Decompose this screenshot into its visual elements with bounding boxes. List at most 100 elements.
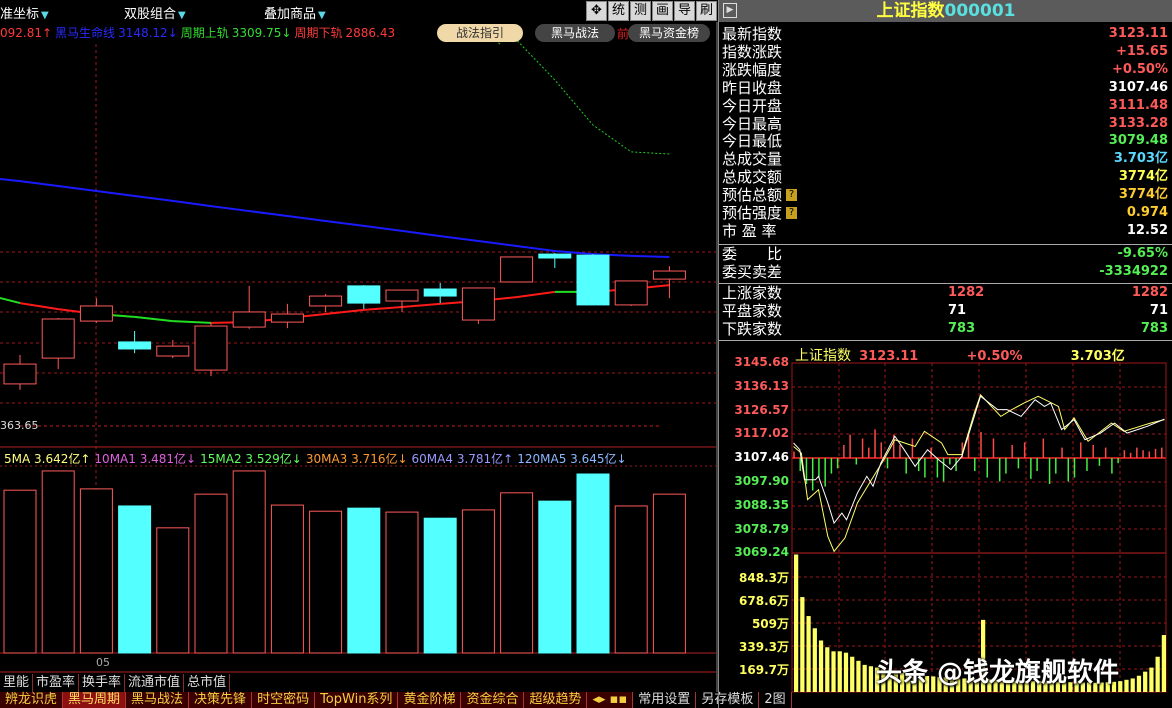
volume-bar <box>194 493 228 654</box>
mini-volume-bar <box>937 677 942 692</box>
row-label: 委买卖差 <box>722 262 783 281</box>
volume-bar <box>309 510 343 654</box>
stats-button[interactable]: 统 <box>608 1 629 21</box>
index-name: 上证指数 <box>876 1 945 21</box>
volume-bar <box>614 505 648 654</box>
row-label: 预估总额 <box>722 186 783 205</box>
breadth-row: 平盘家数 71 71 <box>722 302 1168 320</box>
support-line-segment <box>516 290 555 299</box>
indicator-tab[interactable]: 流通市值 <box>125 674 185 692</box>
mini-volume-bar <box>1093 682 1098 692</box>
row-mid-value: 71 <box>948 302 967 318</box>
row-label: 市 盈 率 <box>722 221 777 240</box>
indicator-legend: 092.81↑ 黑马生命线 3148.12↓ 周期上轨 3309.75↓ 周期下轨 2886… <box>0 24 718 42</box>
mini-volume-bar <box>1037 681 1042 692</box>
mini-volume-bar <box>1124 679 1129 692</box>
mini-volume-bar <box>1155 656 1160 692</box>
mini-volume-bar <box>800 597 805 692</box>
move-icon[interactable]: ✥ <box>586 1 607 21</box>
candle-body <box>118 341 152 350</box>
overlay-dropdown[interactable]: 叠加商品 ▼ <box>264 3 326 22</box>
mini-volume-bar <box>1030 681 1036 692</box>
strategy-tab[interactable]: 常用设置 <box>633 692 697 708</box>
dual-stock-dropdown[interactable]: 双股组合 ▼ <box>124 3 186 22</box>
row-value: 783 <box>1140 320 1168 336</box>
upper-band-name: 周期上轨 <box>180 26 229 40</box>
volume-ma-item: 10MA1 3.481亿↓ <box>94 452 197 466</box>
row-label: 指数涨跌 <box>722 42 783 61</box>
lifeline-value: 3148.12↓ <box>118 26 178 40</box>
help-icon[interactable]: ? <box>786 207 797 219</box>
export-button[interactable]: 导 <box>674 1 695 21</box>
mini-volume-bar <box>999 679 1004 692</box>
lower-band-value: 2886.43 <box>345 26 396 40</box>
row-value: 71 <box>1149 302 1168 318</box>
mini-volume-bar <box>1068 682 1073 692</box>
row-value: 3123.11 <box>1108 26 1168 41</box>
mini-volume-bar <box>987 679 992 692</box>
candle-body <box>385 289 419 302</box>
strategy-tab[interactable]: 黄金阶梯 <box>398 692 462 708</box>
mini-volume-bar <box>868 666 874 692</box>
volume-bar <box>232 470 266 654</box>
measure-button[interactable]: 测 <box>630 1 651 21</box>
mini-volume-bar <box>825 647 830 692</box>
row-value: 3079.48 <box>1108 133 1168 149</box>
strategy-tab[interactable]: 2图 <box>759 692 792 708</box>
row-label: 涨跌幅度 <box>722 60 783 79</box>
collapse-panel-icon[interactable]: ▶ <box>723 3 737 18</box>
refresh-button[interactable]: 刷 <box>696 1 717 21</box>
front-label[interactable]: 前 <box>617 27 630 41</box>
row-label: 上涨家数 <box>722 284 783 302</box>
strategy-tab[interactable]: ◂▸ ▪▪ <box>587 692 634 708</box>
strategy-tabs: 辨龙识虎 黑马周期 黑马战法 决策先锋 时空密码 TopWin系列 黄金阶梯 资金综合 超级趋势… <box>0 692 792 708</box>
upper-band-line <box>478 27 670 155</box>
candle-body <box>538 253 572 259</box>
row-label: 今日最高 <box>722 114 783 133</box>
strategy-tab[interactable]: 黑马战法 <box>126 692 190 708</box>
volume-bar <box>3 489 37 654</box>
draw-button[interactable]: 画 <box>652 1 673 21</box>
strategy-tab[interactable]: 时空密码 <box>252 692 316 708</box>
volume-bar <box>652 493 686 654</box>
strategy-tab[interactable]: 黑马周期 <box>63 692 127 708</box>
mini-volume-bar <box>968 678 973 692</box>
mini-volume-bar <box>862 664 867 692</box>
indicator-tab[interactable]: 市盈率 <box>33 674 80 692</box>
volume-tick: 678.6万 <box>739 594 789 608</box>
mini-volume-bar <box>1062 681 1067 692</box>
indicator-tab[interactable]: 换手率 <box>79 674 126 692</box>
row-value: 12.52 <box>1126 222 1168 238</box>
lower-band-name: 周期下轨 <box>294 26 343 40</box>
quote-row: 预估强度? 0.974 <box>722 204 1168 222</box>
heima-strategy-button[interactable]: 黑马战法 <box>535 24 615 42</box>
row-label: 最新指数 <box>722 25 783 43</box>
support-line-segment <box>325 308 364 316</box>
strategy-tab[interactable]: 另存模板 <box>696 692 760 708</box>
volume-bar <box>270 504 304 654</box>
strategy-tab[interactable]: TopWin系列 <box>315 692 399 708</box>
strategy-tab[interactable]: 超级趋势 <box>524 692 588 708</box>
volume-bar <box>538 500 572 654</box>
indicator-tab[interactable]: 总市值 <box>184 674 231 692</box>
mini-volume-bar <box>956 678 961 692</box>
row-value: 1282 <box>1131 285 1168 300</box>
candle-body <box>423 288 457 297</box>
strategy-tab[interactable]: 决策先锋 <box>189 692 253 708</box>
mini-volume-bar <box>856 660 861 692</box>
quote-title: ▶ 上证指数000001 <box>719 0 1172 22</box>
dual-label: 双股组合 <box>124 7 177 22</box>
indicator-tab[interactable]: 里能 <box>0 674 34 692</box>
strategy-tab[interactable]: 资金综合 <box>461 692 525 708</box>
mini-volume-bar <box>818 640 824 692</box>
strategy-tab[interactable]: 辨龙识虎 <box>0 692 64 708</box>
heima-fund-button[interactable]: 黑马资金榜 <box>628 24 710 42</box>
mini-volume-bar <box>1118 681 1123 692</box>
mini-volume-bar <box>831 651 836 692</box>
help-icon[interactable]: ? <box>786 189 797 202</box>
coord-dropdown[interactable]: 准坐标 ▼ <box>0 3 49 22</box>
upper-band-value: 3309.75↓ <box>231 26 292 40</box>
strategy-guide-button[interactable]: 战法指引 <box>437 24 523 42</box>
price-tick: 3107.46 <box>734 450 789 465</box>
